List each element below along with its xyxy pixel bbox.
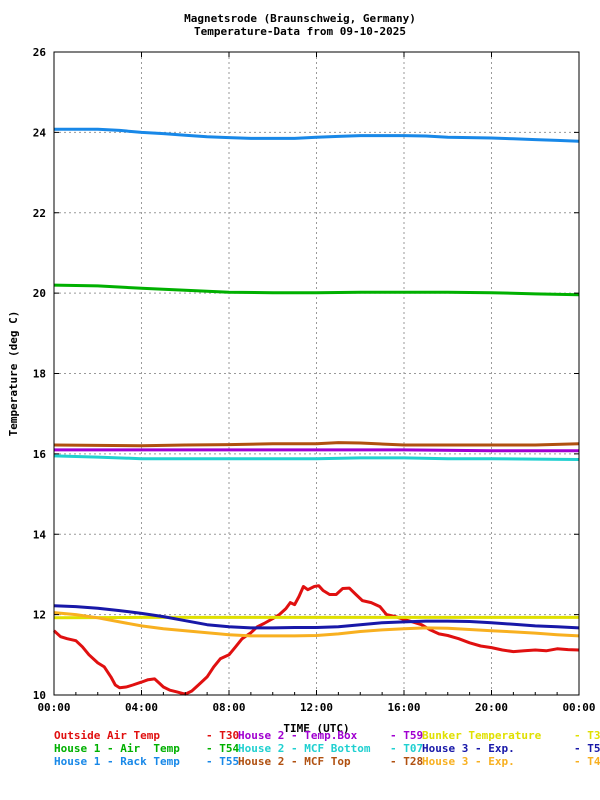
legend-entry-t59: House 2 - Temp.Box - T59 bbox=[238, 729, 423, 742]
x-tick-label: 12:00 bbox=[300, 701, 333, 714]
legend-name: House 2 - Temp.Box bbox=[238, 729, 358, 742]
legend-code: - T28 bbox=[390, 755, 424, 768]
legend-entry-t30: Outside Air Temp - T30 bbox=[54, 729, 239, 742]
axis-ticks: 10 12 14 16 18 20 22 24 26 00:00 04:00 08:00 12:00 16… bbox=[33, 46, 596, 714]
y-tick-label: 10 bbox=[33, 689, 46, 702]
legend-code: - T59 bbox=[390, 729, 424, 742]
series-line-t54 bbox=[53, 283, 580, 297]
legend-entry-t49: House 3 - Exp. - T49 bbox=[422, 755, 600, 768]
y-tick-label: 12 bbox=[33, 609, 46, 622]
x-tick-label: 04:00 bbox=[125, 701, 158, 714]
x-tick-label: 08:00 bbox=[212, 701, 245, 714]
x-tick-label: 20:00 bbox=[475, 701, 508, 714]
series-line-t51 bbox=[53, 604, 580, 630]
y-tick-label: 22 bbox=[33, 207, 46, 220]
legend-entry-t28: House 2 - MCF Top - T28 bbox=[238, 755, 423, 768]
x-tick-label: 16:00 bbox=[387, 701, 420, 714]
legend-name: House 2 - MCF Bottom bbox=[238, 742, 371, 755]
legend-code: - T51 bbox=[574, 742, 600, 755]
chart-series bbox=[52, 127, 580, 696]
legend-entry-t55: House 1 - Rack Temp - T55 bbox=[54, 755, 239, 768]
chart-title: Magnetsrode (Braunschweig, Germany) bbox=[184, 12, 416, 25]
y-tick-label: 26 bbox=[33, 46, 47, 59]
legend-name: Bunker Temperature bbox=[422, 729, 542, 742]
series-line-t28 bbox=[53, 441, 580, 448]
y-tick-label: 14 bbox=[33, 528, 47, 541]
series-line-t55 bbox=[54, 127, 580, 143]
legend-name: House 1 - Rack Temp bbox=[54, 755, 180, 768]
y-tick-label: 20 bbox=[33, 287, 46, 300]
legend-entry-t07: House 2 - MCF Bottom - T07 bbox=[238, 742, 423, 755]
x-axis-label: TIME (UTC) bbox=[283, 722, 349, 735]
series-line-t07 bbox=[53, 454, 580, 461]
legend-code: - T49 bbox=[574, 755, 600, 768]
legend-code: - T31 bbox=[574, 729, 600, 742]
series-line-t49 bbox=[53, 611, 580, 638]
legend-name: House 3 - Exp. bbox=[422, 742, 515, 755]
legend-name: House 1 - Air Temp bbox=[54, 742, 180, 755]
legend-entry-t51: House 3 - Exp. - T51 bbox=[422, 742, 600, 755]
x-tick-label: 00:00 bbox=[37, 701, 70, 714]
legend-code: - T55 bbox=[206, 755, 240, 768]
y-tick-label: 24 bbox=[33, 126, 47, 139]
legend-name: Outside Air Temp bbox=[54, 729, 160, 742]
legend-code: - T54 bbox=[206, 742, 240, 755]
y-tick-label: 16 bbox=[33, 448, 47, 461]
chart-grid bbox=[54, 52, 579, 695]
series-line-t59 bbox=[54, 448, 579, 453]
chart-subtitle: Temperature-Data from 09-10-2025 bbox=[194, 25, 406, 38]
legend-entry-t54: House 1 - Air Temp - T54 bbox=[54, 742, 239, 755]
legend-name: House 2 - MCF Top bbox=[238, 755, 351, 768]
legend-name: House 3 - Exp. bbox=[422, 755, 515, 768]
legend-entry-t31: Bunker Temperature - T31 bbox=[422, 729, 600, 742]
series-line-t30 bbox=[52, 584, 580, 696]
y-axis-label: Temperature (deg C) bbox=[7, 311, 20, 437]
legend-code: - T30 bbox=[206, 729, 240, 742]
legend-code: - T07 bbox=[390, 742, 424, 755]
y-tick-label: 18 bbox=[33, 368, 46, 381]
x-tick-label: 00:00 bbox=[562, 701, 595, 714]
